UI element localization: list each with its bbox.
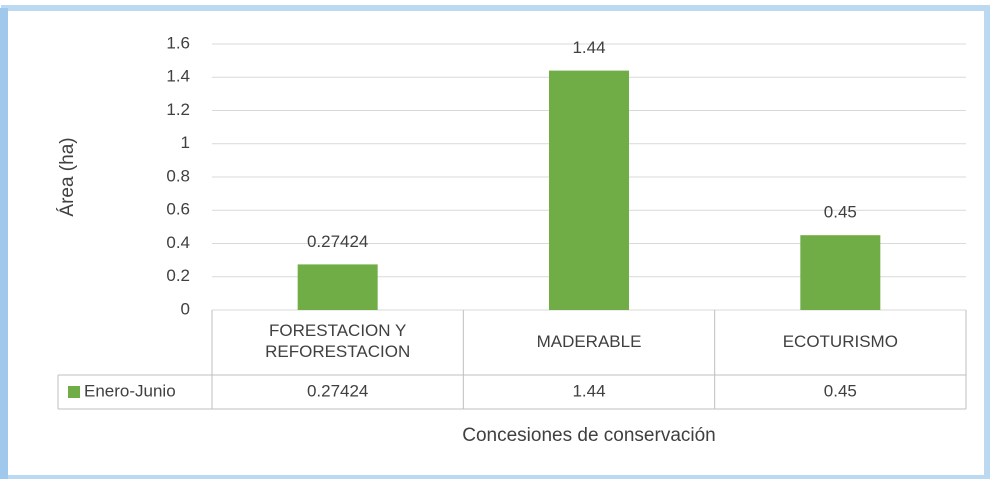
y-tick-label: 1.2 [166,100,190,119]
y-tick-label: 1 [181,133,190,152]
table-value: 0.27424 [307,381,368,400]
y-tick-label: 1.4 [166,67,190,86]
table-value: 1.44 [572,381,605,400]
x-tick-label: ECOTURISMO [783,332,898,351]
x-tick-label: FORESTACION Y REFORESTACION [265,321,410,361]
data-label: 0.45 [824,203,857,222]
x-tick-label: MADERABLE [537,332,642,351]
table-value: 0.45 [824,381,857,400]
y-tick-label: 1.6 [166,33,190,52]
y-tick-label: 0 [181,299,190,318]
y-tick-label: 0.4 [166,233,190,252]
data-label: 1.44 [572,38,605,57]
legend-label: Enero-Junio [84,381,176,400]
bar [549,70,629,310]
legend-swatch [68,386,80,398]
x-axis-label: Concesiones de conservación [462,425,716,446]
y-tick-label: 0.8 [166,166,190,185]
y-tick-label: 0.2 [166,266,190,285]
data-label: 0.27424 [307,232,368,251]
bar [297,264,378,310]
y-tick-label: 0.6 [166,200,190,219]
frame-edge [0,8,8,479]
bar [800,235,881,310]
y-axis-label: Área (ha) [57,137,78,216]
